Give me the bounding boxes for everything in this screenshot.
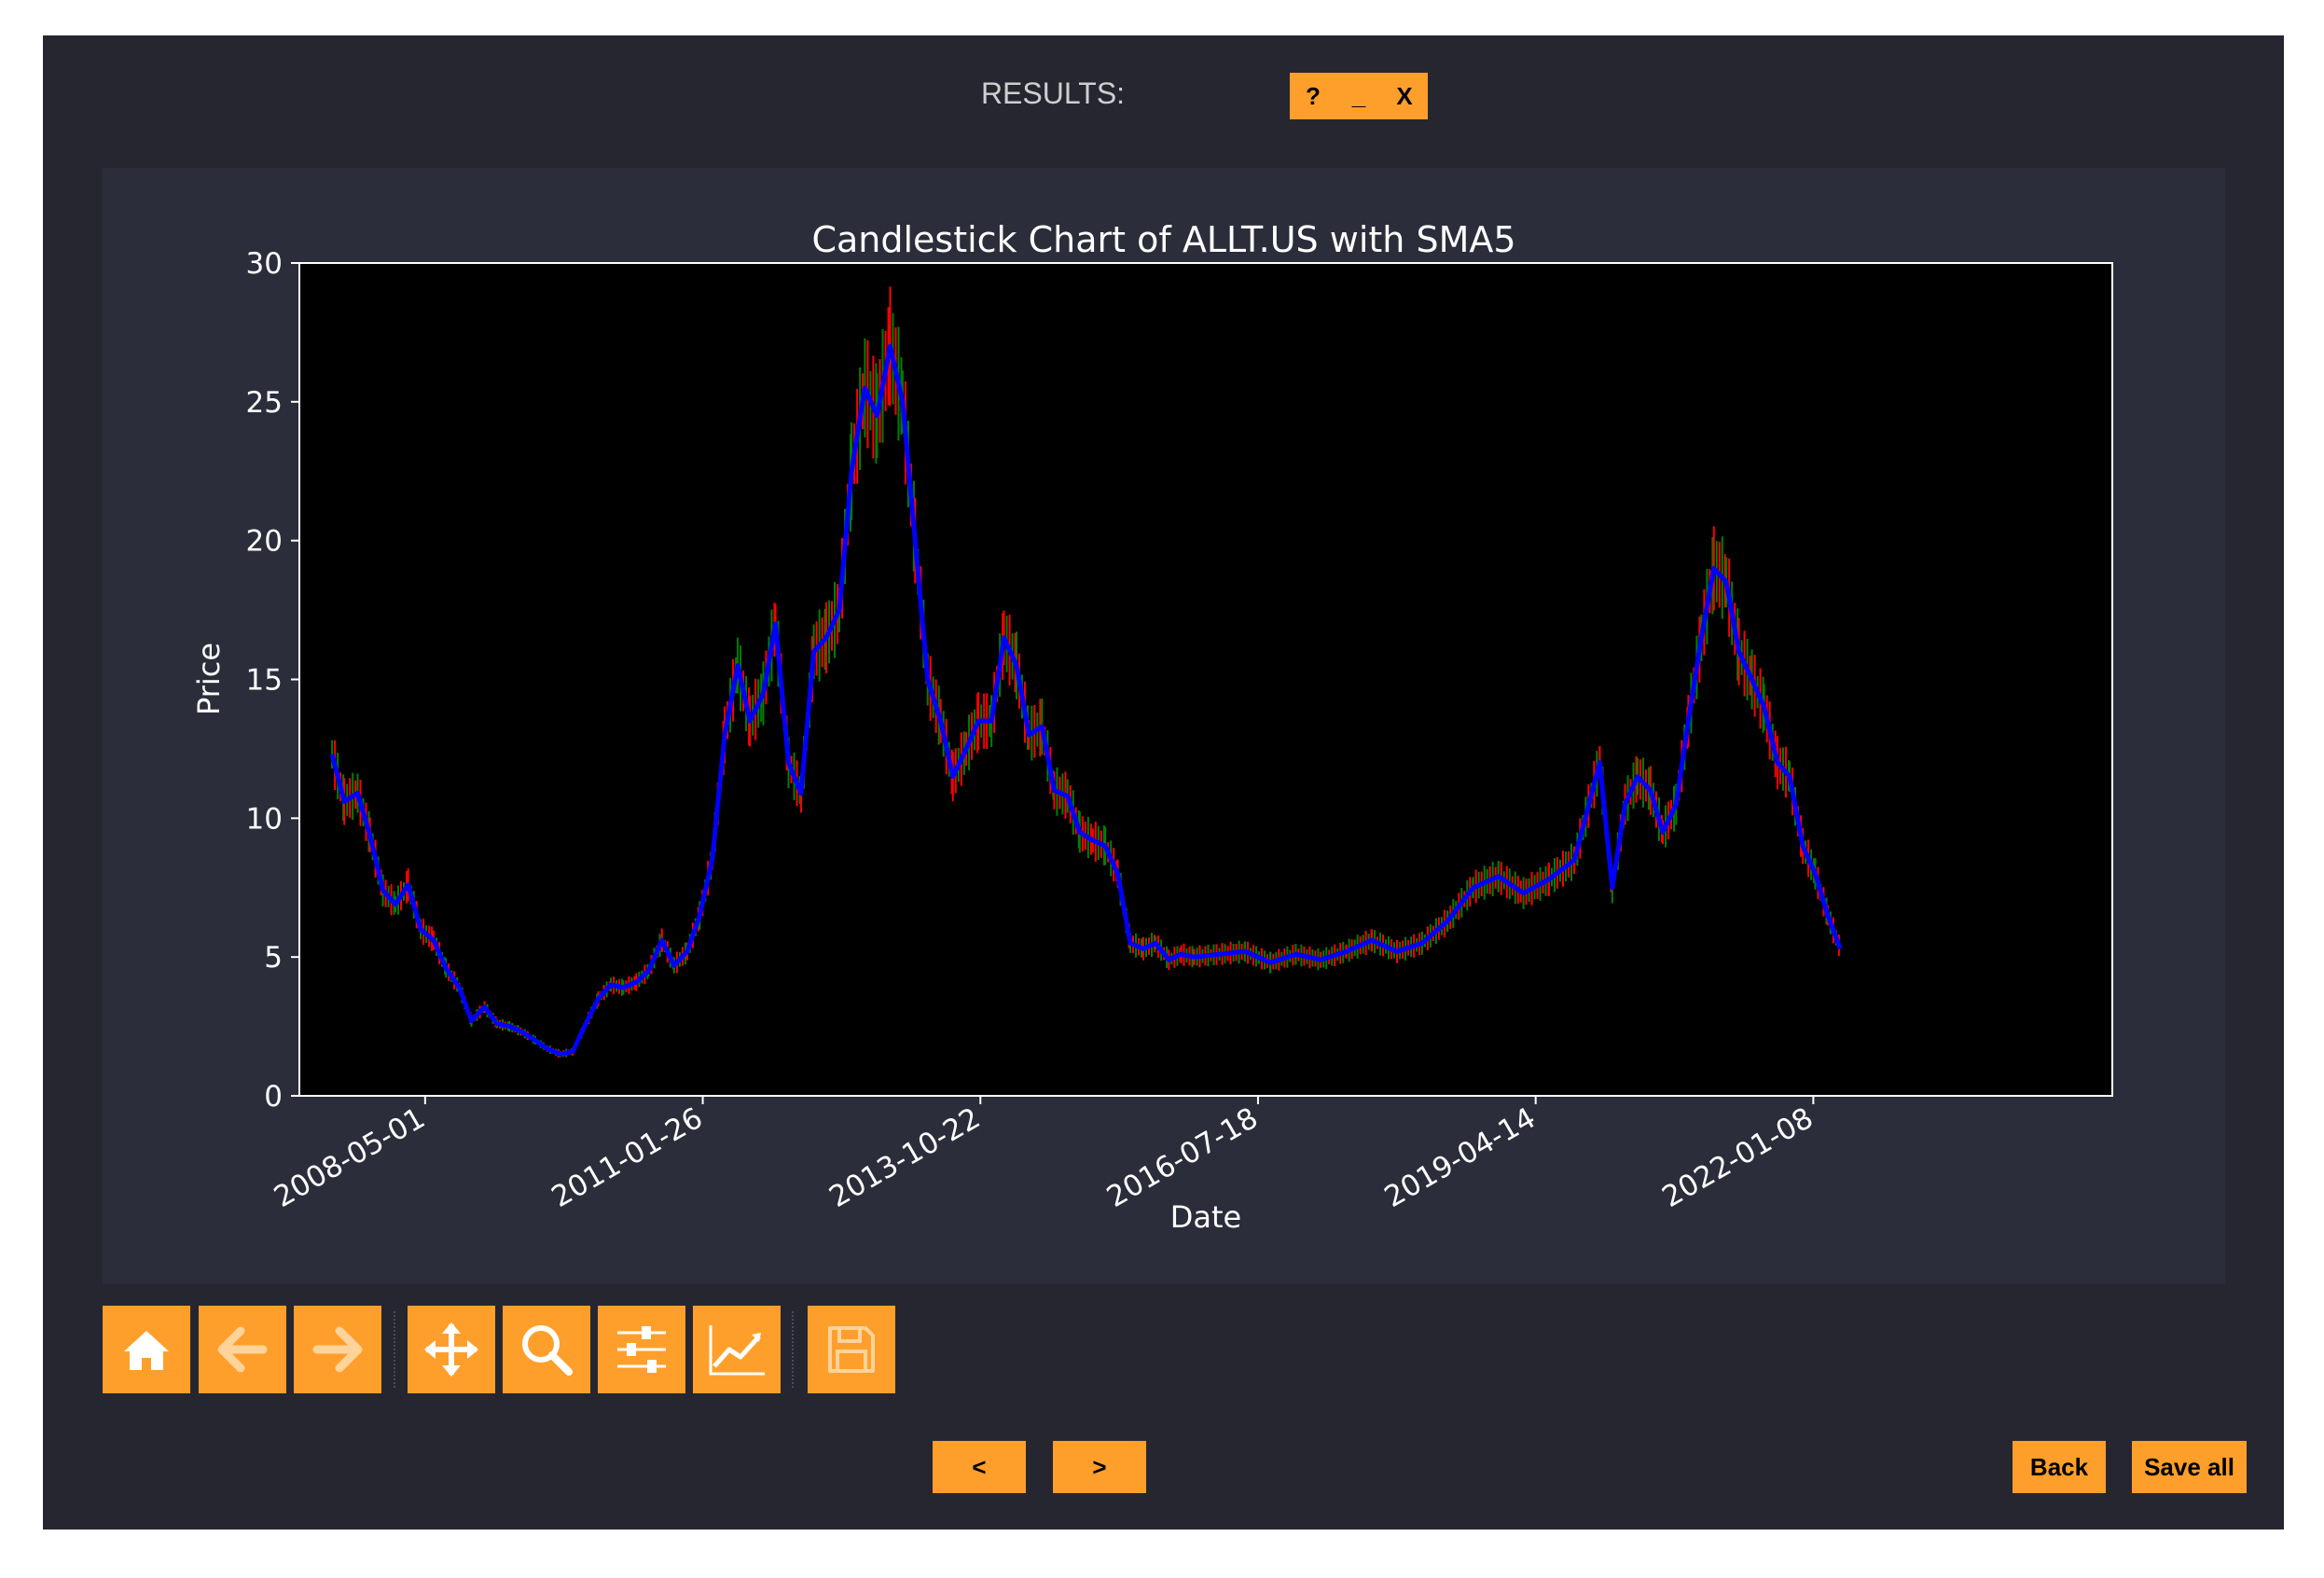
- home-button[interactable]: [103, 1306, 190, 1393]
- back-arrow-icon: [217, 1326, 268, 1373]
- x-tick-label: 2019-04-14: [1379, 1101, 1542, 1214]
- home-icon: [124, 1331, 169, 1370]
- save-icon: [828, 1326, 875, 1373]
- zoom-icon: [522, 1325, 573, 1376]
- x-axis-label: Date: [1170, 1199, 1241, 1235]
- configure-subplots-button[interactable]: [598, 1306, 685, 1393]
- y-tick-label: 20: [246, 525, 283, 559]
- x-tick-label: 2022-01-08: [1656, 1101, 1819, 1214]
- chart-marks: [329, 286, 1843, 1058]
- x-tick-label: 2008-05-01: [269, 1101, 431, 1214]
- back-nav-button[interactable]: Back: [2013, 1441, 2106, 1493]
- pan-icon: [424, 1322, 478, 1377]
- results-window: RESULTS: ? _ X 0 5 10 15 20 25 30 2008-05-01 201…: [43, 35, 2284, 1530]
- forward-button[interactable]: [294, 1306, 381, 1393]
- x-tick-label: 2011-01-26: [546, 1101, 709, 1214]
- previous-button[interactable]: <: [933, 1441, 1026, 1493]
- forward-arrow-icon: [312, 1326, 363, 1373]
- save-figure-button[interactable]: [808, 1306, 895, 1393]
- chart-title: Candlestick Chart of ALLT.US with SMA5: [811, 219, 1515, 260]
- y-axis-label: Price: [191, 643, 227, 715]
- plot-area: [298, 262, 2113, 1097]
- toolbar-separator: [394, 1311, 395, 1388]
- minimize-button[interactable]: _: [1335, 73, 1382, 119]
- y-tick-label: 10: [246, 802, 283, 836]
- configure-subplots-icon: [617, 1326, 666, 1373]
- y-tick-label: 25: [246, 386, 283, 420]
- edit-axis-icon: [709, 1325, 765, 1376]
- toolbar-separator: [792, 1311, 794, 1388]
- help-button[interactable]: ?: [1290, 73, 1336, 119]
- y-tick-label: 0: [264, 1080, 283, 1114]
- y-tick-label: 30: [246, 247, 283, 281]
- window-title: RESULTS:: [980, 76, 1126, 110]
- zoom-button[interactable]: [503, 1306, 590, 1393]
- y-tick-label: 15: [246, 664, 283, 698]
- pan-button[interactable]: [408, 1306, 495, 1393]
- x-tick-label: 2013-10-22: [823, 1101, 986, 1214]
- x-tick-label: 2016-07-18: [1101, 1101, 1264, 1214]
- chart-panel: 0 5 10 15 20 25 30 2008-05-01 2011-01-26 2013-10-…: [103, 168, 2225, 1284]
- close-button[interactable]: X: [1381, 73, 1428, 119]
- back-button[interactable]: [199, 1306, 286, 1393]
- save-all-button[interactable]: Save all: [2132, 1441, 2247, 1493]
- next-button[interactable]: >: [1053, 1441, 1146, 1493]
- chart-canvas[interactable]: 0 5 10 15 20 25 30 2008-05-01 2011-01-26 2013-10-…: [103, 168, 2225, 1284]
- edit-axis-button[interactable]: [693, 1306, 781, 1393]
- y-tick-label: 5: [264, 941, 283, 975]
- sma5-line: [329, 343, 1843, 1057]
